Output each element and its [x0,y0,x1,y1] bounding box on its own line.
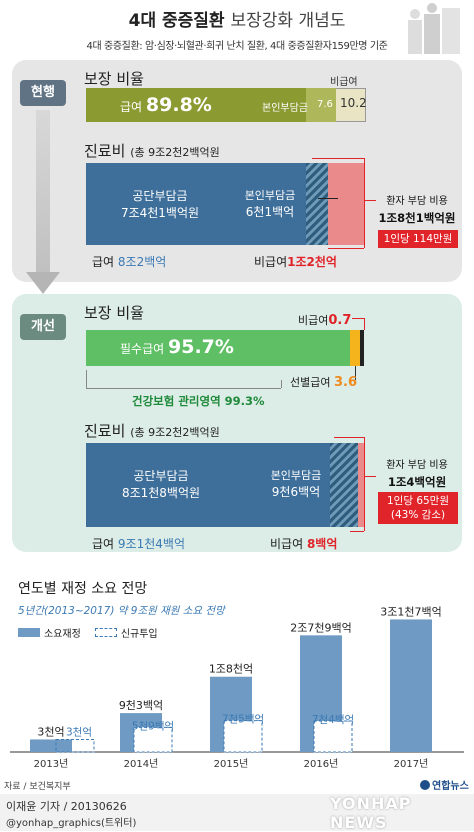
improved-benefit-total: 9조1천4백억 [117,537,185,551]
improved-public-segment [86,443,330,527]
current-cost-label: 진료비 [84,142,126,160]
source-note: 자료 / 보건복지부 [4,782,71,792]
improved-per-person-box: 1인당 65만원 (43% 감소) [378,492,458,524]
current-public-label: 공단부담금 [132,189,188,203]
improved-benefit-pct: 95.7% [168,336,234,358]
current-benefit-total: 8조2백억 [117,255,167,269]
chart-legend: 소요재정 신규투입 [18,625,158,640]
down-arrow-icon [26,272,60,294]
current-pill: 현행 [20,80,66,106]
improved-non-covered-total: 8백억 [306,537,338,551]
current-patient-value: 1조8천1백억원 [378,211,456,225]
improved-self-label: 본인부담금 [270,469,322,482]
improved-managed-label: 건강보험 관리영역 [132,394,221,408]
improved-benefit-prefix: 필수급여 [120,342,165,356]
improved-managed-pct: 99.3% [224,394,265,408]
current-per-person: 1인당 114만원 [378,230,458,248]
improved-selective-pct: 3.6 [333,375,358,390]
current-benefit-prefix: 급여 [120,100,143,114]
improved-non-covered-label: 비급여 [298,314,329,327]
improved-self-segment [330,443,358,527]
current-self-pay-segment [306,88,336,122]
current-patient-label: 환자 부담 비용 [386,196,448,207]
label-required-4: 3조1천7백억 [380,604,441,618]
bar-required-0 [30,739,72,752]
improved-benefit-total-label: 급여 [92,537,115,551]
current-non-covered-label: 비급여 [330,77,358,88]
current-self-label: 본인부담금 [244,189,296,202]
improved-public-value: 8조1천8백억원 [121,486,201,500]
forecast-chart: 3천억 3천억 2013년 9천3백억 5천9백억 2014년 1조8천억 7천5백억 2015… [10,604,464,770]
legend-label-new: 신규투입 [120,629,158,640]
improved-non-covered-segment [360,330,364,366]
current-self-pay-label: 본인부담금 [262,103,308,114]
current-benefit-segment [86,88,336,122]
improved-per-person: 1인당 65만원 [386,495,450,507]
current-cost-sub: (총 9조2천2백억원 [130,146,220,159]
improved-public-label: 공단부담금 [133,469,189,483]
credit-line: 이재윤 기자 / 20130626 [6,800,127,813]
category-label-2: 2015년 [214,758,249,770]
category-label-1: 2014년 [124,758,159,770]
label-required-0: 3천억 [37,724,64,738]
yonhap-logo: 연합뉴스 [420,777,469,792]
page-title: 4대 중증질환 보장강화 개념도 [128,11,346,31]
improved-selective-segment [350,330,360,366]
improved-selective-label: 선별급여 [290,376,331,389]
legend-swatch-required [18,628,40,637]
improved-non-covered-total-label: 비급여 [270,537,304,551]
legend-swatch-new [94,628,117,637]
improved-non-covered-cost-segment [358,443,364,527]
current-non-covered-total: 1조2천억 [287,255,337,269]
current-public-value: 7조4천1백억원 [120,206,200,220]
current-coverage-label: 보장 비율 [84,70,144,88]
legend-label-required: 소요재정 [44,629,81,640]
improved-non-covered-pct: 0.7 [328,313,352,328]
improved-coverage-label: 보장 비율 [84,304,144,322]
bar-new-2 [223,720,263,753]
label-new-1: 5천9백억 [132,720,174,732]
current-benefit-total-label: 급여 [92,255,115,269]
label-required-2: 1조8천억 [209,662,253,676]
forecast-subtitle: 5년간(2013~2017) 약 9조원 재원 소요 전망 [18,605,225,617]
label-new-0: 3천억 [66,726,92,738]
label-required-1: 9천3백억 [119,698,163,712]
twitter-handle: @yonhap_graphics(트위터) [6,818,137,829]
logo-mark-icon [420,779,430,790]
current-public-segment [86,163,306,245]
improved-cost-label: 진료비 [84,422,126,440]
category-label-4: 2017년 [394,758,429,770]
improved-benefit-segment [86,330,350,366]
bar-new-1 [133,726,173,753]
improved-reduction: (43% 감소) [390,509,446,521]
people-icon [408,3,460,54]
bar-new-3 [313,720,353,753]
label-new-2: 7천5백억 [222,714,264,726]
category-label-0: 2013년 [34,758,69,770]
current-non-covered-segment [328,163,364,245]
label-new-3: 7천4백억 [312,714,354,726]
watermark: YONHAP NEWS [330,794,412,832]
page-subtitle: 4대 중증질환: 암·심장·뇌혈관·희귀 난치 질환, 4대 중증질환자159만… [86,41,388,52]
forecast-title: 연도별 재정 소요 전망 [18,581,148,597]
current-benefit-pct: 89.8% [145,94,212,116]
current-non-covered-total-label: 비급여 [254,255,288,269]
improved-patient-value: 1조4백억원 [387,475,447,489]
current-self-pay-pct: 7.6 [317,99,333,110]
improved-pill: 개선 [20,314,66,340]
improved-self-value: 9천6백억 [271,485,321,499]
current-self-value: 6천1백억 [245,205,295,219]
category-label-3: 2016년 [304,758,339,770]
improved-cost-sub: (총 9조2천2백억원 [130,426,220,439]
bar-required-4 [390,619,432,752]
label-required-3: 2조7천9백억 [290,620,351,634]
current-non-covered-pct: 10.2 [340,96,367,110]
current-self-segment [306,163,328,245]
improved-patient-label: 환자 부담 비용 [386,460,448,471]
transition-arrow-shaft [36,110,50,280]
footer-bar [0,794,474,831]
